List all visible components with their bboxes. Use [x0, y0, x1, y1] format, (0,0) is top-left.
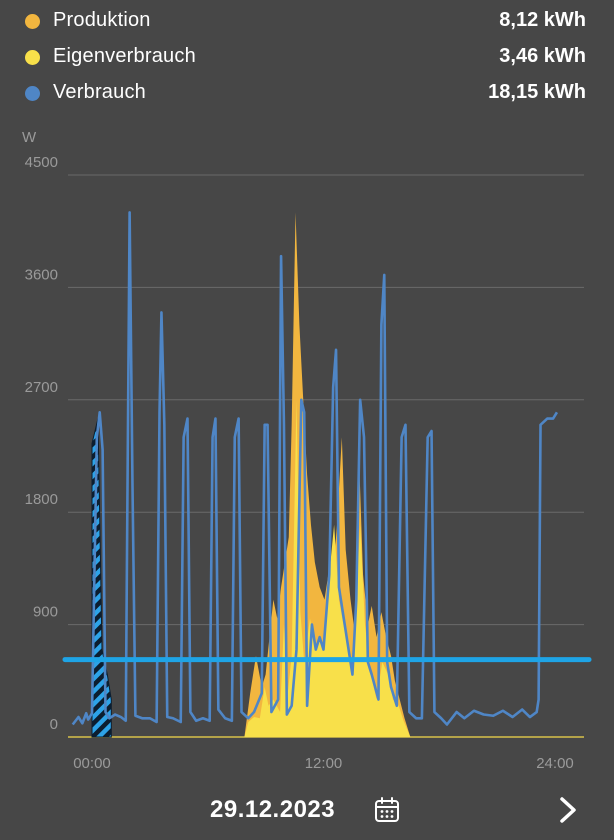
series-line-verbrauch — [71, 211, 559, 726]
legend-value-eigenverbrauch: 3,46 kWh — [499, 45, 586, 67]
legend-label-eigenverbrauch: Eigenverbrauch — [53, 45, 196, 67]
date-label[interactable]: 29.12.2023 — [210, 796, 336, 823]
y-tick-label: 2700 — [25, 379, 58, 396]
legend-item-verbrauch: Verbrauch 18,15 kWh — [0, 75, 614, 109]
legend-dot-produktion — [25, 14, 40, 29]
legend-item-eigenverbrauch: Eigenverbrauch 3,46 kWh — [0, 39, 614, 73]
series-area-eigenverbrauch — [244, 399, 411, 737]
legend-value-verbrauch: 18,15 kWh — [488, 81, 586, 103]
calendar-icon[interactable] — [374, 797, 400, 823]
legend-label-verbrauch: Verbrauch — [53, 81, 146, 103]
x-tick-label: 12:00 — [305, 755, 343, 772]
legend-label-produktion: Produktion — [53, 9, 151, 31]
legend-dot-eigenverbrauch — [25, 50, 40, 65]
y-axis-label: W — [22, 129, 37, 146]
y-tick-label: 1800 — [25, 491, 58, 508]
legend-value-produktion: 8,12 kWh — [499, 9, 586, 31]
y-tick-label: 0 — [50, 716, 58, 733]
chevron-right-icon[interactable] — [555, 795, 581, 825]
power-chart[interactable]: W 4500 3600 2700 1800 900 0 00:00 12:00 24:00 — [0, 120, 614, 780]
legend-item-produktion: Produktion 8,12 kWh — [0, 3, 614, 37]
y-tick-label: 4500 — [25, 154, 58, 171]
x-tick-label: 24:00 — [536, 755, 574, 772]
x-tick-label: 00:00 — [73, 755, 111, 772]
y-tick-label: 3600 — [25, 266, 58, 283]
legend-dot-verbrauch — [25, 86, 40, 101]
y-tick-label: 900 — [33, 604, 58, 621]
